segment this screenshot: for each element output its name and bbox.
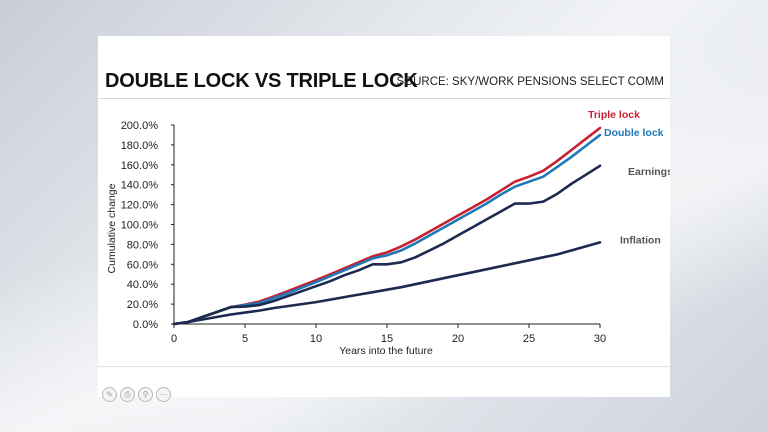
series-line-inflation [172,241,602,326]
series-label-inflation: Inflation [620,234,661,246]
x-tick-label: 30 [594,333,606,345]
print-icon[interactable]: ⎙ [120,387,135,402]
y-axis-title: Cumulative change [106,183,118,273]
series-label-double-lock: Double lock [604,127,664,139]
source-label: SOURCE: SKY/WORK PENSIONS SELECT COMM [396,76,664,88]
y-tick-label: 0.0% [133,319,158,331]
series-line-earnings [172,164,602,326]
series-label-earnings: Earnings [628,166,670,178]
draw-icon[interactable]: ✎ [102,387,117,402]
x-tick-label: 0 [171,333,177,345]
zoom-icon[interactable]: ⚲ [138,387,153,402]
y-tick-label: 200.0% [121,120,159,132]
y-tick-label: 100.0% [121,220,159,232]
y-tick-label: 60.0% [127,259,158,271]
x-axis-title: Years into the future [339,345,433,357]
toolbar: ✎ ⎙ ⚲ ⋯ [98,366,670,402]
y-tick-label: 20.0% [127,299,158,311]
x-tick-label: 5 [242,333,248,345]
x-tick-label: 25 [523,333,535,345]
series-line-triple-lock [172,126,602,326]
y-tick-label: 140.0% [121,180,159,192]
x-tick-label: 10 [310,333,322,345]
more-icon[interactable]: ⋯ [156,387,171,402]
series-line-double-lock [172,133,602,326]
chart-panel: DOUBLE LOCK VS TRIPLE LOCK SOURCE: SKY/W… [98,36,670,402]
series-label-triple-lock: Triple lock [588,109,640,121]
chart-header: DOUBLE LOCK VS TRIPLE LOCK SOURCE: SKY/W… [98,36,670,99]
y-tick-label: 160.0% [121,160,159,172]
x-tick-label: 20 [452,333,464,345]
y-tick-label: 80.0% [127,239,158,251]
y-tick-label: 120.0% [121,200,159,212]
chart-title: DOUBLE LOCK VS TRIPLE LOCK [105,70,418,92]
line-chart: 0.0% 20.0% 40.0% 60.0% 80.0% 100.0% 120.0% 140.… [106,109,670,357]
x-tick-label: 15 [381,333,393,345]
y-tick-label: 40.0% [127,279,158,291]
y-tick-label: 180.0% [121,140,159,152]
